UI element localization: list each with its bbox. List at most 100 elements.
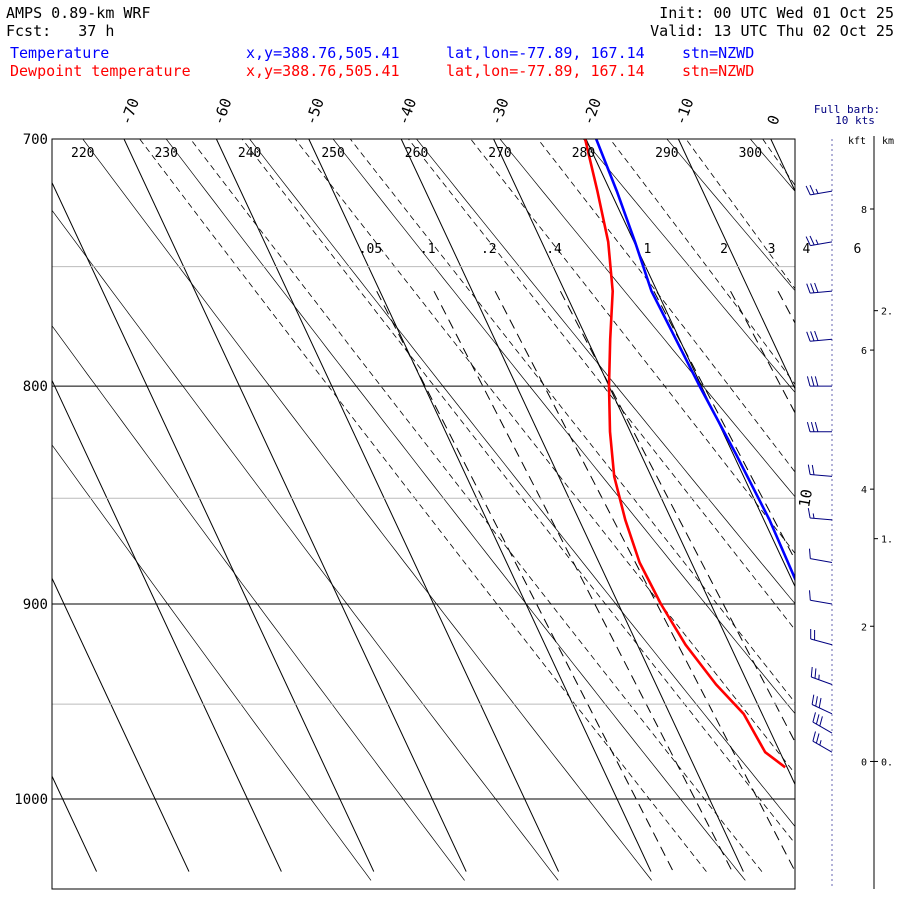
wind-barb [812,712,833,734]
isotherm-line [52,181,375,872]
wind-barb [806,376,833,387]
km-tick-label: 2. [881,307,893,318]
mixing-ratio-label: 4 [803,242,811,257]
background-lines [52,112,900,881]
wind-barb [806,330,833,342]
mixing-ratio-label: .4 [546,242,562,257]
pressure-grid [52,138,795,800]
wind-barb [806,282,833,294]
legend-temperature: Temperature [10,44,110,62]
mixing-ratio-line [559,290,795,743]
temperature-profile-line [594,139,795,582]
legend-temperature-latlon: lat,lon=-77.89, 167.14 [446,44,645,62]
legend-dewpoint-stn: stn=NZWD [682,62,755,80]
theta-label: 290 [655,146,678,161]
isotherm-line [585,139,795,588]
wind-barb [810,666,833,685]
wind-barb [809,590,833,605]
wind-barb [807,508,833,521]
moist-adiabat-line [609,139,795,385]
kft-tick-label: 0 [861,757,867,768]
theta-label: 300 [739,146,762,161]
moist-adiabat-line [685,139,795,290]
mixing-ratio-label: 3 [768,242,776,257]
wind-barb [812,731,833,753]
mixing-ratio-line [376,290,674,872]
moist-adiabat-line [189,139,763,872]
wind-panel: Full barb:10 kts kft km 0 2 4 6 8 0. 1. 2. [805,103,894,889]
pressure-tick-label: 1000 [14,792,48,808]
wind-barb [806,421,833,433]
legend-dewpoint-latlon: lat,lon=-77.89, 167.14 [446,62,645,80]
dry-adiabat-line [82,139,652,881]
mixing-ratio-label: 6 [854,242,862,257]
mixing-ratio-line [494,290,795,872]
theta-label: 270 [488,146,511,161]
kft-axis-label: kft [848,136,866,147]
mixing-ratio-label: .1 [420,242,436,257]
mixing-ratio-label: 2 [720,242,728,257]
legend-temperature-xy: x,y=388.76,505.41 [246,44,400,62]
legend-dewpoint: Dewpoint temperature [10,62,191,80]
dry-adiabat-line [499,139,795,498]
kft-tick-label: 4 [861,485,867,496]
temperature-top-label: -60 [209,96,235,128]
km-axis-label: km [882,136,894,147]
isotherm-line [52,577,190,872]
isotherm-line [493,139,795,786]
plot-frame [51,138,796,890]
dry-adiabat-line [52,209,559,881]
pressure-tick-label: 700 [23,132,48,148]
dry-adiabat-line [332,139,795,715]
temperature-top-label: 0 [764,113,784,128]
moist-adiabat-line [762,139,795,186]
sounding-profiles [583,139,795,769]
wind-barb [805,235,833,247]
isotherm-line [52,774,98,872]
mixing-ratio-line [777,290,795,325]
dewpoint-profile-line [583,139,786,769]
init-time: Init: 00 UTC Wed 01 Oct 25 [659,4,894,22]
temperature-top-label: -40 [394,96,420,128]
isotherm-line [677,139,795,390]
legend-temperature-stn: stn=NZWD [682,44,755,62]
mixing-ratio-label: 1 [644,242,652,257]
legend-dewpoint-xy: x,y=388.76,505.41 [246,62,400,80]
temperature-top-label: -20 [579,96,605,128]
dry-adiabat-line [582,139,795,393]
wind-panel-subtitle: 10 kts [835,114,875,127]
dry-adiabat-line [416,139,795,605]
isotherm-line [215,139,560,872]
theta-label: 240 [238,146,261,161]
isotherm-line [123,139,467,872]
kft-tick-label: 8 [861,205,867,216]
km-tick-label: 1. [881,535,893,546]
mixing-ratio-line [813,291,900,871]
moist-adiabat-line [241,139,795,845]
moist-adiabat-line [139,139,707,872]
wind-panel-title: Full barb: [814,103,880,116]
mixing-ratio-line [433,290,733,872]
valid-time: Valid: 13 UTC Thu 02 Oct 25 [650,22,894,40]
theta-label: 230 [154,146,177,161]
theta-label: 250 [321,146,344,161]
theta-label: 260 [405,146,428,161]
km-tick-label: 0. [881,757,893,768]
mixing-ratio-line [864,291,900,871]
temperature-top-label: -70 [117,96,143,128]
pressure-tick-label: 800 [23,379,48,395]
moist-adiabat-line [470,139,795,554]
wind-barb [807,464,833,477]
dry-adiabat-line [894,112,900,880]
wind-barb [805,184,833,196]
kft-tick-label: 6 [861,346,867,357]
forecast-hour: Fcst: 37 h [6,22,115,40]
dry-adiabat-line [52,325,465,881]
theta-label: 280 [572,146,595,161]
moist-adiabat-line [294,139,795,775]
dry-adiabat-line [52,444,372,881]
isotherm-line [400,139,744,872]
dry-adiabat-line [249,139,795,828]
